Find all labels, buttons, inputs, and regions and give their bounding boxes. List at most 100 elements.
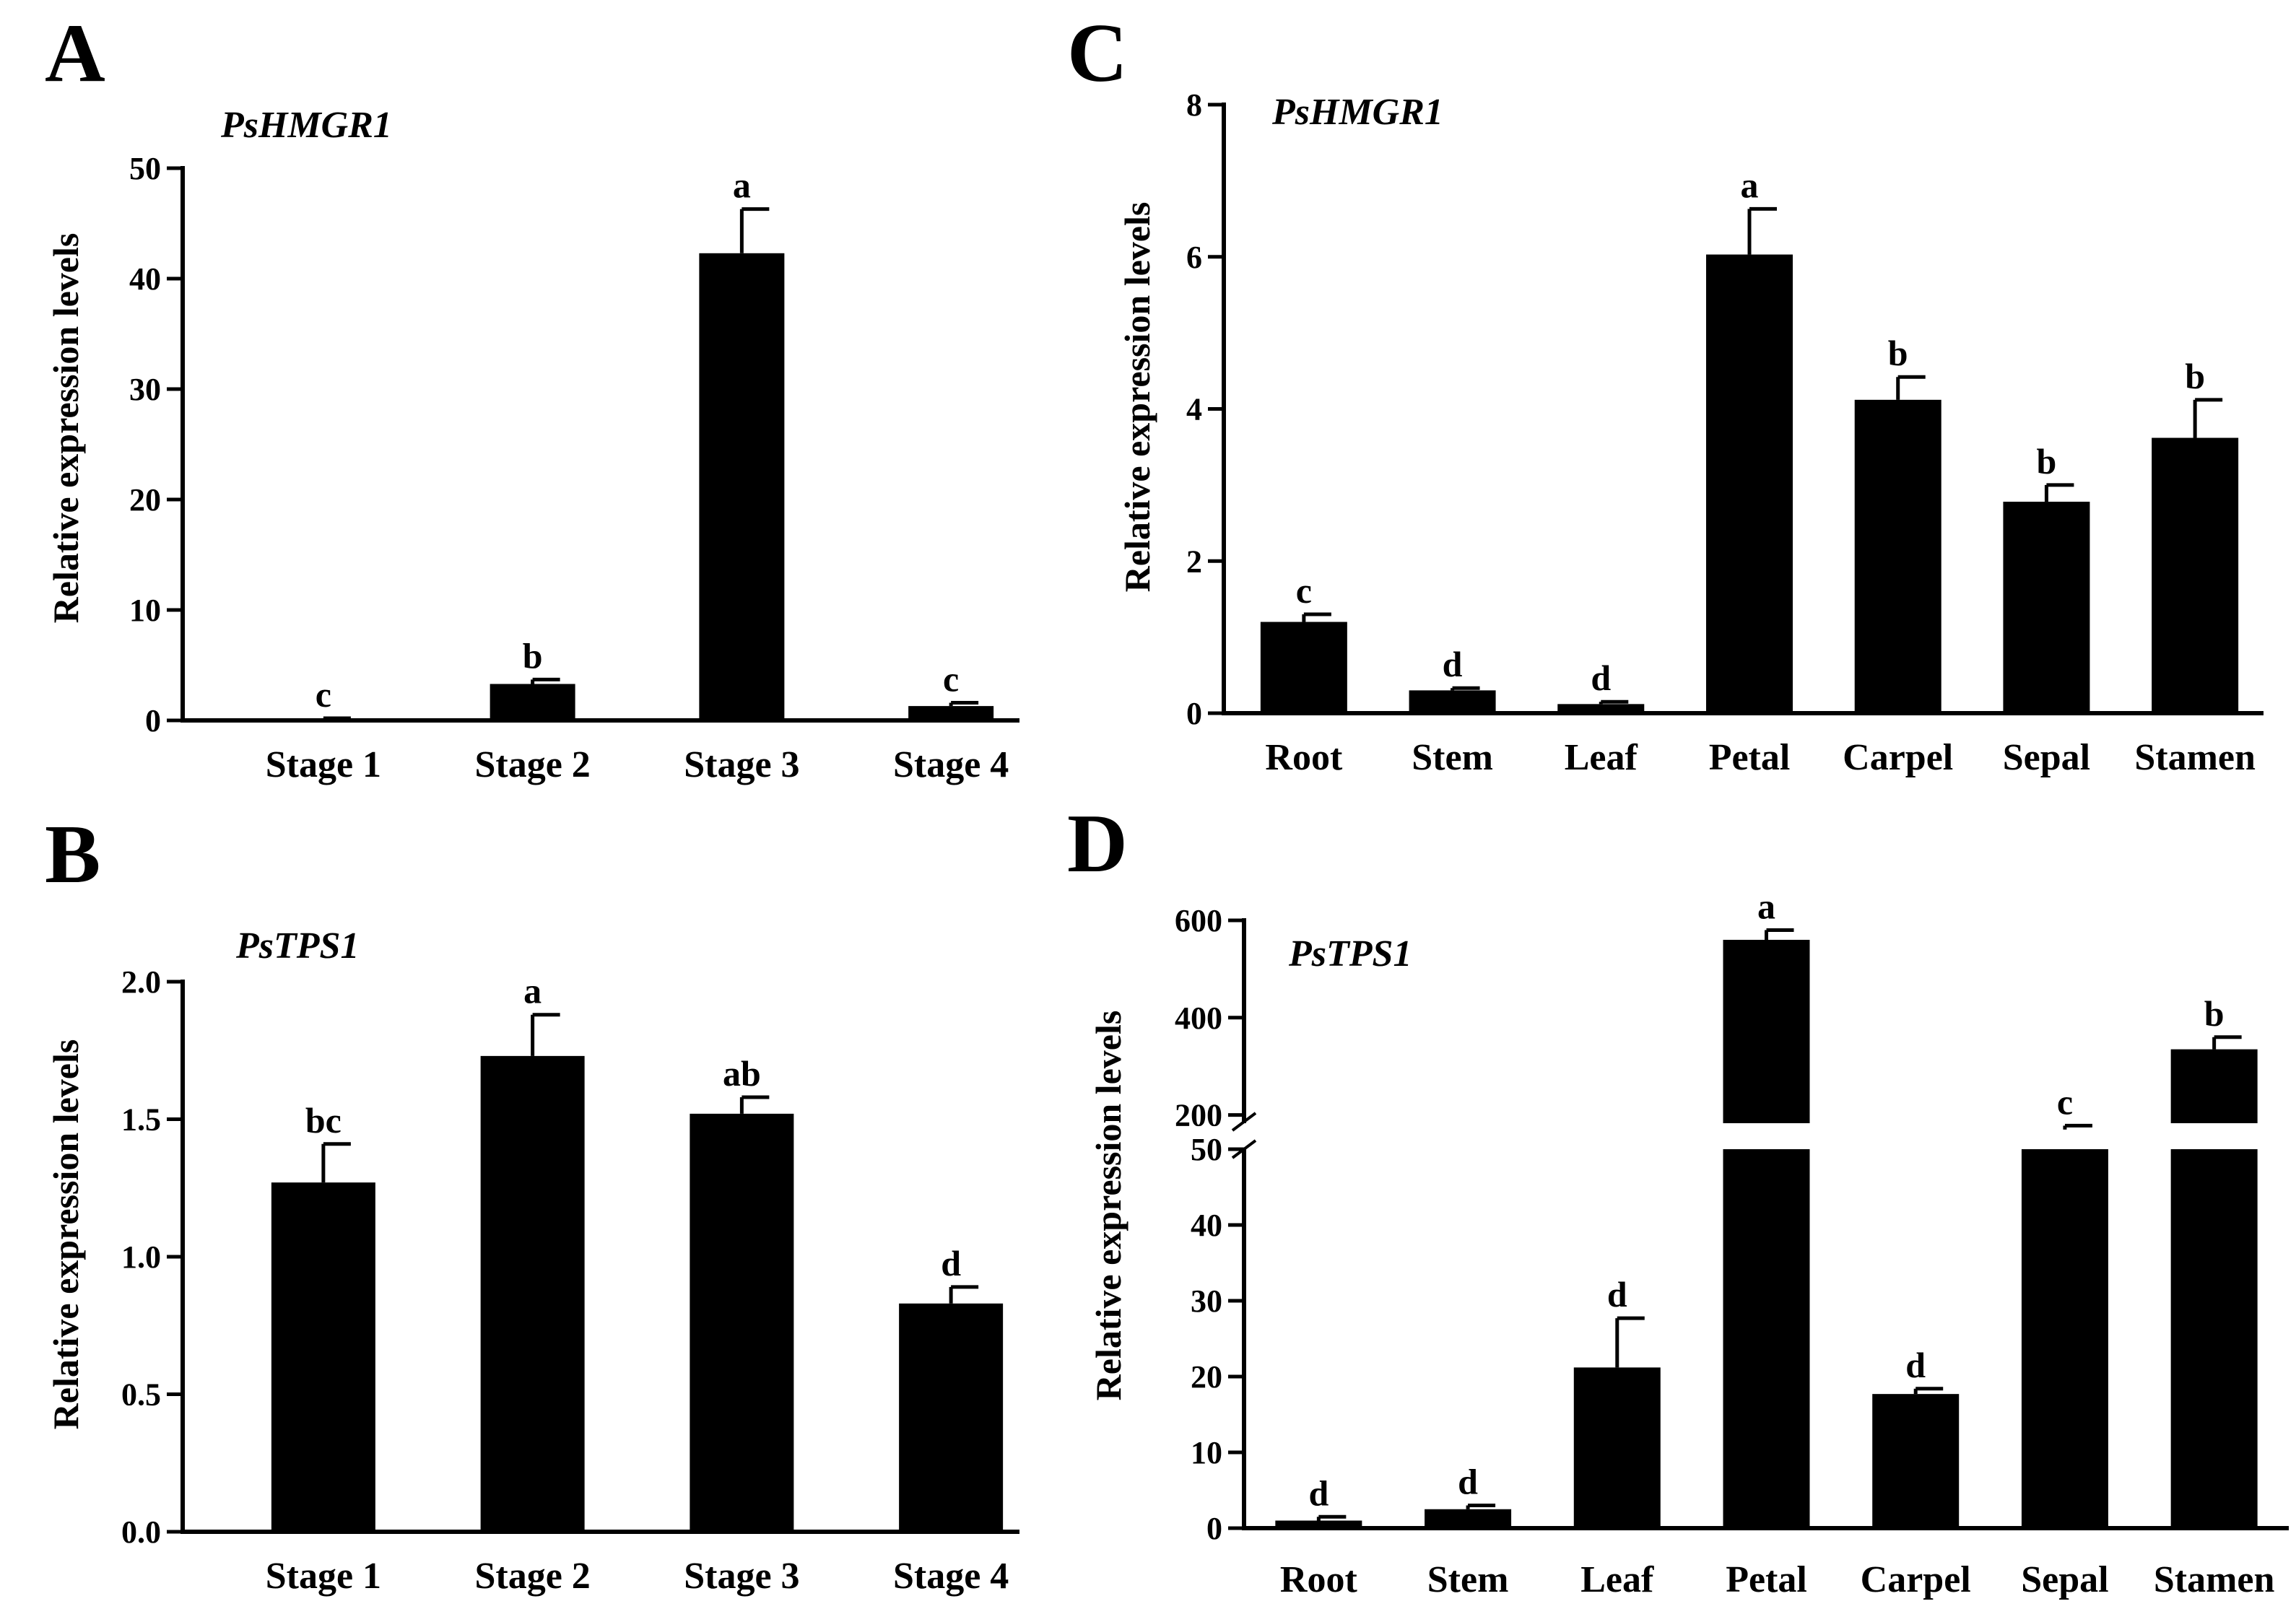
x-tick-label: Stage 4	[893, 1556, 1009, 1597]
x-tick-label: Root	[1280, 1559, 1358, 1600]
y-tick-label: 600	[1175, 903, 1222, 938]
y-axis-label: Relative expression levels	[1088, 1011, 1129, 1401]
x-tick-label: Stage 4	[893, 744, 1009, 785]
significance-letter: d	[1308, 1473, 1329, 1513]
y-tick-label: 10	[1191, 1435, 1222, 1470]
y-tick-label: 50	[1191, 1132, 1222, 1167]
bar	[899, 1303, 1004, 1532]
y-tick-label: 20	[129, 482, 161, 518]
significance-letter: a	[733, 165, 751, 206]
bar-lower-segment	[2170, 1149, 2258, 1528]
panel-letter: C	[1067, 7, 1128, 100]
significance-letter: d	[941, 1243, 961, 1283]
panel-letter: A	[45, 7, 105, 100]
y-tick-label: 0	[145, 703, 161, 738]
x-tick-label: Stage 1	[266, 1556, 381, 1597]
y-tick-label: 40	[129, 261, 161, 297]
significance-letter: c	[1296, 570, 1312, 611]
bar	[1275, 1520, 1362, 1528]
significance-letter: b	[2204, 993, 2225, 1034]
y-tick-label: 1.5	[121, 1102, 161, 1138]
y-tick-label: 8	[1186, 87, 1202, 123]
significance-letter: d	[1591, 658, 1611, 698]
bar	[480, 1055, 585, 1532]
panel-b: B PsTPS1 Relative expression levels 0.0 0.5 1…	[45, 808, 1019, 1597]
y-tick-label: 20	[1191, 1359, 1222, 1395]
x-tick-label: Stage 3	[684, 1556, 799, 1597]
y-tick-label: 2.0	[121, 964, 161, 1000]
y-tick-label: 4	[1186, 392, 1202, 427]
bar-lower-segment	[2021, 1149, 2108, 1528]
x-tick-label: Leaf	[1580, 1559, 1654, 1600]
bar	[690, 1113, 794, 1532]
y-tick-label: 1.0	[121, 1239, 161, 1275]
y-tick-label: 30	[129, 372, 161, 407]
bar	[1557, 704, 1645, 713]
y-tick-label: 2	[1186, 544, 1202, 579]
bar	[1854, 399, 1941, 713]
x-tick-label: Stage 2	[474, 744, 590, 785]
bar	[2152, 437, 2239, 713]
significance-letter: d	[1443, 644, 1463, 684]
x-tick-label: Stem	[1412, 737, 1493, 778]
y-tick-label: 10	[129, 593, 161, 628]
y-tick-label: 200	[1175, 1098, 1222, 1133]
x-tick-label: Leaf	[1565, 737, 1638, 778]
panel-a: A PsHMGR1 Relative expression levels 0 10 20 3…	[45, 7, 1019, 785]
x-tick-label: Stage 1	[266, 744, 381, 785]
x-tick-label: Stamen	[2154, 1559, 2275, 1600]
gene-title: PsTPS1	[235, 925, 359, 967]
bar	[490, 684, 575, 720]
bar	[1872, 1394, 1960, 1528]
bar	[1409, 690, 1496, 713]
x-tick-label: Petal	[1709, 737, 1791, 778]
gene-title: PsHMGR1	[1271, 92, 1443, 133]
significance-letter: a	[1741, 165, 1759, 205]
bar	[1573, 1367, 1661, 1528]
y-tick-label: 40	[1191, 1208, 1222, 1243]
gene-title: PsHMGR1	[220, 105, 392, 146]
y-tick-label: 6	[1186, 240, 1202, 275]
y-tick-label: 0.5	[121, 1377, 161, 1413]
gene-title: PsTPS1	[1288, 933, 1412, 974]
significance-letter: d	[1607, 1274, 1627, 1314]
x-tick-label: Root	[1265, 737, 1343, 778]
significance-letter: b	[2037, 441, 2057, 481]
significance-letter: b	[1888, 333, 1908, 373]
bar	[1425, 1509, 1512, 1528]
x-tick-label: Stem	[1427, 1559, 1509, 1600]
bar	[699, 253, 785, 720]
significance-letter: b	[2185, 356, 2205, 396]
x-tick-label: Carpel	[1861, 1559, 1971, 1600]
y-axis-label: Relative expression levels	[45, 233, 86, 624]
significance-letter: c	[943, 659, 959, 699]
bar-lower-segment	[1723, 1149, 1810, 1528]
y-tick-label: 0	[1206, 1511, 1222, 1546]
bar-upper-segment	[2170, 1049, 2258, 1123]
significance-letter: d	[1905, 1345, 1926, 1385]
bar	[1260, 622, 1347, 713]
significance-letter: b	[523, 635, 543, 676]
significance-letter: c	[2057, 1081, 2073, 1122]
panel-letter: B	[45, 808, 100, 901]
y-tick-label: 0	[1186, 696, 1202, 731]
bar	[908, 706, 994, 720]
x-tick-label: Sepal	[2021, 1559, 2108, 1600]
x-tick-label: Stage 2	[474, 1556, 590, 1597]
significance-letter: bc	[305, 1100, 342, 1141]
significance-letter: a	[523, 971, 542, 1011]
bar	[271, 1182, 375, 1532]
y-axis-label: Relative expression levels	[45, 1039, 86, 1430]
x-tick-label: Stamen	[2134, 737, 2256, 778]
panel-letter: D	[1067, 798, 1128, 890]
y-tick-label: 0.0	[121, 1514, 161, 1550]
x-tick-label: Carpel	[1843, 737, 1953, 778]
x-tick-label: Sepal	[2003, 737, 2090, 778]
y-axis-label: Relative expression levels	[1117, 202, 1157, 593]
panel-d: D PsTPS1 Relative expression levels 0 10 20 30…	[1067, 798, 2289, 1600]
significance-letter: c	[316, 674, 331, 715]
x-tick-label: Petal	[1726, 1559, 1807, 1600]
bar	[1706, 254, 1793, 713]
axis-break-mark	[1231, 1112, 1257, 1132]
